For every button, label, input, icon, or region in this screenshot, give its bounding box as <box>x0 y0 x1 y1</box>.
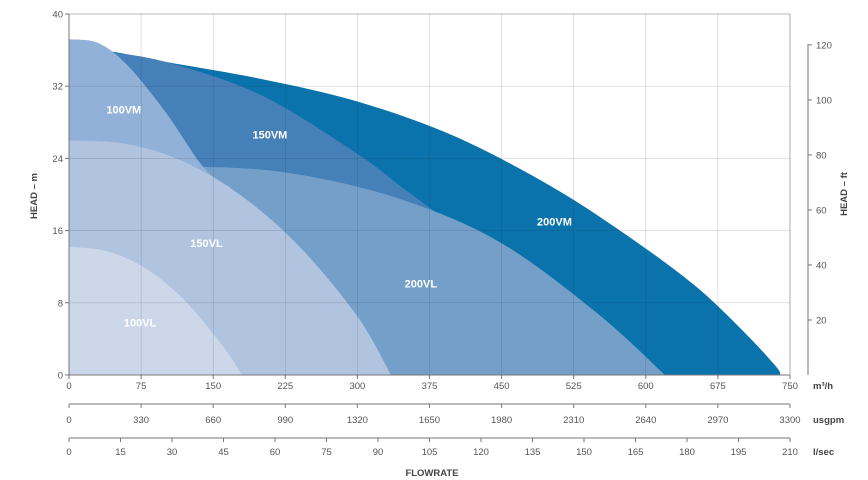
y-tick-label: 24 <box>52 154 63 165</box>
y-right-tick-label: 120 <box>816 40 832 51</box>
x-tick-label: 3300 <box>779 415 800 426</box>
x-tick-label: 210 <box>782 447 798 458</box>
y-tick-label: 8 <box>58 298 63 309</box>
x-tick-label: 45 <box>218 447 229 458</box>
x-tick-label: 150 <box>576 447 592 458</box>
x-tick-label: 120 <box>473 447 489 458</box>
grid-lines <box>69 14 790 375</box>
x-tick-label: 450 <box>494 381 510 392</box>
x-tick-label: 1320 <box>347 415 368 426</box>
x-tick-label: 90 <box>373 447 384 458</box>
series-label-150vm: 150VM <box>252 130 287 142</box>
x-tick-label: 0 <box>66 415 71 426</box>
x-axis-unit-label: usgpm <box>813 415 844 426</box>
x-tick-label: 75 <box>321 447 332 458</box>
y-right-tick-label: 40 <box>816 260 827 271</box>
x-tick-label: 15 <box>115 447 126 458</box>
series-labels: 100VM 150VM 200VM 150VL 200VL 100VL <box>106 104 572 329</box>
series-areas <box>69 39 781 376</box>
x-tick-label: 375 <box>422 381 438 392</box>
y-right-tick-label: 100 <box>816 95 832 106</box>
x-tick-label: 2310 <box>563 415 584 426</box>
x-tick-label: 525 <box>566 381 582 392</box>
y-axis-title-right: HEAD – ft <box>839 171 850 216</box>
series-label-150vl: 150VL <box>190 238 223 250</box>
x-tick-label: 135 <box>525 447 541 458</box>
y-tick-label: 16 <box>52 226 63 237</box>
x-tick-label: 60 <box>270 447 281 458</box>
x-tick-label: 1650 <box>419 415 440 426</box>
x-tick-label: 30 <box>167 447 178 458</box>
x-tick-label: 195 <box>731 447 747 458</box>
y-tick-label: 0 <box>58 371 63 382</box>
x-tick-label: 150 <box>205 381 221 392</box>
x-axis-title: FLOWRATE <box>405 468 458 479</box>
y-right-tick-label: 60 <box>816 205 827 216</box>
x-tick-label: 660 <box>205 415 221 426</box>
x-tick-label: 75 <box>136 381 147 392</box>
series-label-100vl: 100VL <box>124 317 157 329</box>
x-tick-label: 0 <box>66 447 71 458</box>
x-tick-label: 2970 <box>707 415 728 426</box>
x-tick-label: 990 <box>277 415 293 426</box>
x-tick-label: 600 <box>638 381 654 392</box>
y-axis-title-left: HEAD – m <box>29 173 40 219</box>
x-tick-label: 180 <box>679 447 695 458</box>
y-right-tick-label: 20 <box>816 315 827 326</box>
series-label-200vl: 200VL <box>405 279 438 291</box>
x-tick-label: 750 <box>782 381 798 392</box>
x-tick-label: 165 <box>628 447 644 458</box>
series-label-200vm: 200VM <box>537 216 572 228</box>
x-tick-label: 300 <box>349 381 365 392</box>
x-axis-unit-label: l/sec <box>813 447 834 458</box>
x-tick-label: 0 <box>66 381 71 392</box>
y-tick-label: 32 <box>52 82 63 93</box>
x-tick-label: 675 <box>710 381 726 392</box>
x-axis-unit-label: m³/h <box>813 381 833 392</box>
x-tick-label: 105 <box>422 447 438 458</box>
x-tick-label: 2640 <box>635 415 656 426</box>
y-right-tick-label: 80 <box>816 150 827 161</box>
series-area-100vl <box>69 246 242 375</box>
x-tick-label: 330 <box>133 415 149 426</box>
y-tick-label: 40 <box>52 10 63 21</box>
series-label-100vm: 100VM <box>106 104 141 116</box>
x-tick-label: 225 <box>277 381 293 392</box>
x-tick-label: 1980 <box>491 415 512 426</box>
